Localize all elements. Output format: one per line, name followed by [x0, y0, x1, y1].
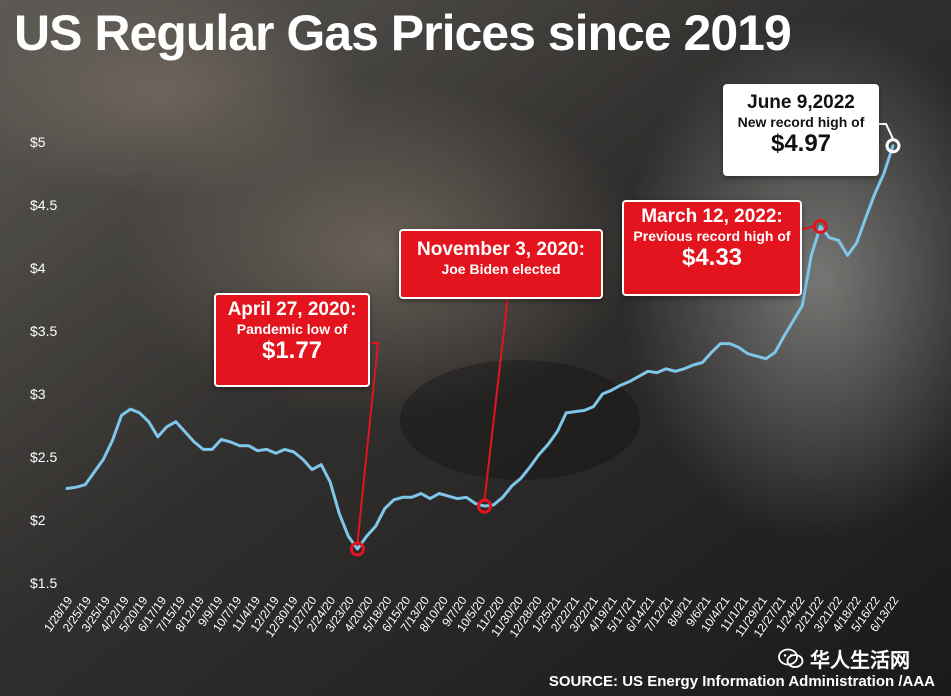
wechat-icon [778, 648, 804, 670]
y-tick-label: $5 [30, 134, 46, 150]
callout-pandemic-low: April 27, 2020: Pandemic low of $1.77 [214, 293, 370, 387]
callout-previous-record: March 12, 2022: Previous record high of … [622, 200, 802, 296]
annotation-marker [477, 498, 493, 514]
y-tick-label: $3 [30, 386, 46, 402]
y-tick-label: $4 [30, 260, 46, 276]
annotation-marker [885, 138, 901, 154]
leader-line-election [483, 294, 509, 501]
background-nozzle-shape [400, 360, 640, 480]
leader-line-pandemic-low [356, 342, 380, 544]
callout-new-record: June 9,2022 New record high of $4.97 [723, 84, 879, 176]
y-tick-label: $2.5 [30, 449, 57, 465]
callout-new-record-date: June 9,2022 [747, 92, 855, 113]
watermark: 华人生活网 [778, 644, 910, 673]
watermark-text: 华人生活网 [810, 650, 910, 672]
annotation-marker [812, 218, 828, 234]
y-tick-label: $3.5 [30, 323, 57, 339]
y-tick-label: $1.5 [30, 575, 57, 591]
callout-pandemic-low-date: April 27, 2020: [227, 299, 357, 320]
callout-previous-record-date: March 12, 2022: [641, 206, 783, 227]
y-tick-label: $4.5 [30, 197, 57, 213]
annotation-marker [349, 541, 365, 557]
callout-pandemic-low-value: $1.77 [261, 337, 323, 364]
callout-previous-record-value: $4.33 [681, 244, 743, 271]
callout-new-record-note: New record high of [737, 114, 865, 130]
source-note: SOURCE: US Energy Information Administra… [548, 673, 935, 690]
callout-election-date: November 3, 2020: [417, 239, 585, 260]
callout-pandemic-low-note: Pandemic low of [236, 321, 348, 337]
callout-election-note: Joe Biden elected [441, 261, 561, 277]
callout-new-record-value: $4.97 [770, 130, 832, 157]
callout-previous-record-note: Previous record high of [633, 228, 791, 244]
y-tick-label: $2 [30, 512, 46, 528]
chart-title: US Regular Gas Prices since 2019 [14, 5, 792, 61]
callout-election: November 3, 2020: Joe Biden elected [399, 229, 603, 299]
background-sleeve-shape [0, 0, 360, 200]
